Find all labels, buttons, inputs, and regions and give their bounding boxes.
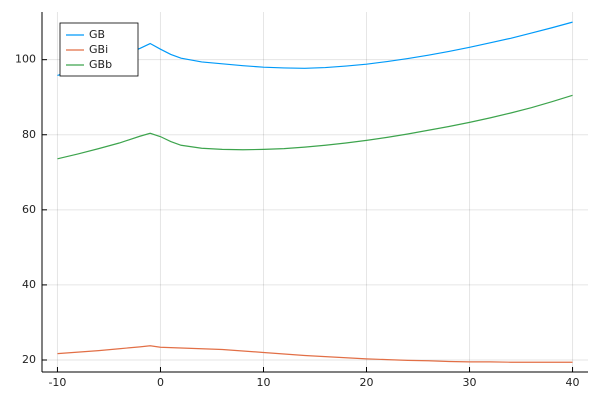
x-tick-label: 40: [566, 376, 580, 389]
x-tick-label: -10: [48, 376, 66, 389]
y-tick-label: 100: [15, 53, 36, 66]
line: [57, 345, 573, 363]
legend-label: GB: [89, 28, 105, 41]
legend-label: GBb: [89, 58, 112, 71]
line: [57, 94, 573, 160]
x-tick-label: 30: [463, 376, 477, 389]
x-tick-label: 0: [157, 376, 164, 389]
y-tick-label: 60: [22, 203, 36, 216]
y-tick-label: 20: [22, 353, 36, 366]
line: [57, 21, 573, 77]
legend-label: GBi: [89, 43, 108, 56]
x-tick-label: 10: [256, 376, 270, 389]
y-tick-label: 40: [22, 278, 36, 291]
x-tick-label: 20: [360, 376, 374, 389]
y-tick-label: 80: [22, 128, 36, 141]
